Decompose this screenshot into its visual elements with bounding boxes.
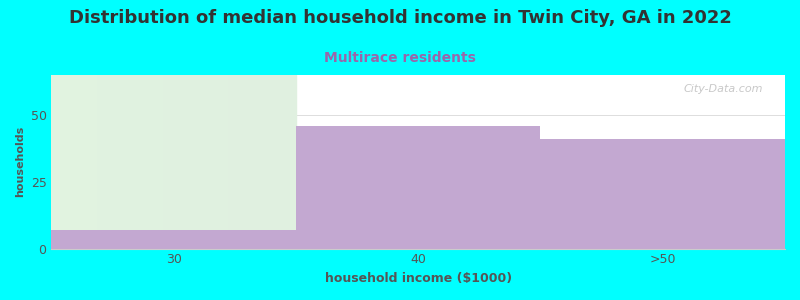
- X-axis label: household income ($1000): household income ($1000): [325, 272, 512, 285]
- Text: Multirace residents: Multirace residents: [324, 51, 476, 65]
- Text: Distribution of median household income in Twin City, GA in 2022: Distribution of median household income …: [69, 9, 731, 27]
- Bar: [296, 126, 541, 249]
- Bar: [51, 230, 296, 249]
- Text: City-Data.com: City-Data.com: [683, 84, 763, 94]
- Bar: [541, 139, 785, 249]
- Y-axis label: households: households: [15, 126, 25, 197]
